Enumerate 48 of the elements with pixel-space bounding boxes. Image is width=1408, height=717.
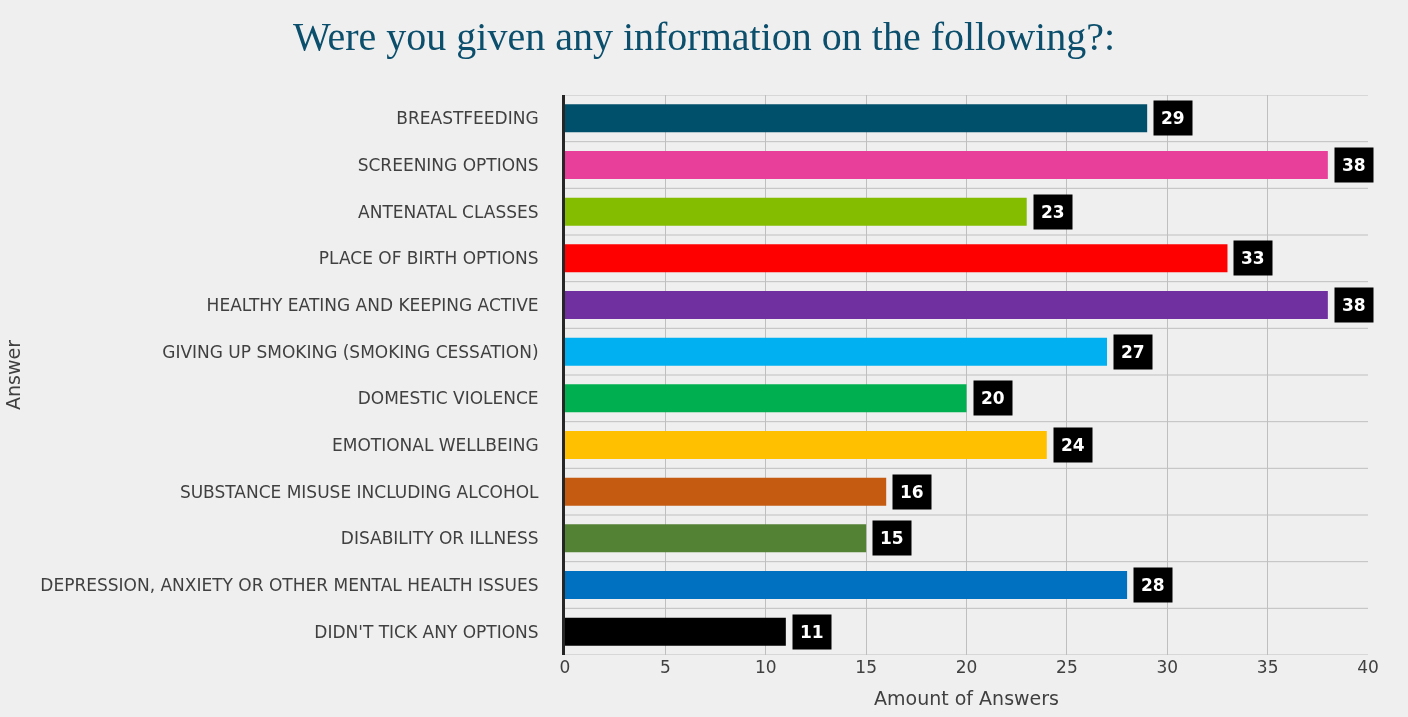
bar — [565, 617, 786, 646]
y-tick-label: DISABILITY OR ILLNESS — [340, 528, 539, 549]
bar — [565, 151, 1328, 179]
data-label: 27 — [1121, 342, 1145, 362]
data-label: 24 — [1061, 435, 1085, 455]
y-tick-label: SUBSTANCE MISUSE INCLUDING ALCOHOL — [179, 481, 540, 502]
data-label: 16 — [900, 482, 924, 502]
data-label: 38 — [1342, 155, 1366, 175]
y-tick-label: DEPRESSION, ANXIETY OR OTHER MENTAL HEALTH ISSUES — [40, 574, 539, 595]
y-tick-label: EMOTIONAL WELLBEING — [332, 434, 539, 455]
data-label: 23 — [1041, 202, 1065, 222]
chart-title: Were you given any information on the following?: — [292, 13, 1116, 59]
x-tick-label: 35 — [1256, 657, 1279, 677]
data-label: 28 — [1141, 575, 1165, 595]
data-label: 11 — [800, 622, 824, 642]
bar — [565, 197, 1027, 226]
bar — [565, 431, 1047, 459]
y-tick-label: GIVING UP SMOKING (SMOKING CESSATION) — [162, 341, 539, 362]
x-tick-label: 40 — [1357, 657, 1379, 677]
data-label: 29 — [1161, 108, 1185, 128]
bar — [565, 244, 1228, 273]
y-tick-label: PLACE OF BIRTH OPTIONS — [318, 248, 539, 269]
bar — [565, 524, 867, 553]
y-axis-title: Answer — [2, 339, 25, 410]
y-tick-label: SCREENING OPTIONS — [357, 154, 539, 175]
y-tick-label: ANTENATAL CLASSES — [358, 201, 539, 222]
bar — [565, 477, 887, 506]
data-label: 20 — [981, 388, 1005, 408]
x-tick-label: 10 — [754, 657, 777, 677]
y-tick-label: HEALTHY EATING AND KEEPING ACTIVE — [206, 294, 539, 315]
y-tick-label: DOMESTIC VIOLENCE — [357, 388, 539, 409]
x-tick-label: 30 — [1156, 657, 1179, 677]
data-label: 33 — [1241, 248, 1265, 268]
data-label: 38 — [1342, 295, 1366, 315]
bar — [565, 337, 1108, 366]
y-tick-label: DIDN'T TICK ANY OPTIONS — [314, 621, 539, 642]
y-tick-label: BREASTFEEDING — [396, 108, 539, 129]
x-tick-label: 0 — [559, 657, 571, 677]
x-tick-label: 5 — [659, 657, 671, 677]
x-tick-label: 15 — [855, 657, 877, 677]
x-tick-label: 20 — [955, 657, 978, 677]
bar — [565, 291, 1328, 319]
data-label: 15 — [880, 528, 904, 548]
bar — [565, 104, 1148, 133]
bar — [565, 384, 967, 413]
x-axis-title: Amount of Answers — [874, 686, 1059, 709]
bar — [565, 571, 1128, 599]
x-tick-label: 25 — [1056, 657, 1078, 677]
